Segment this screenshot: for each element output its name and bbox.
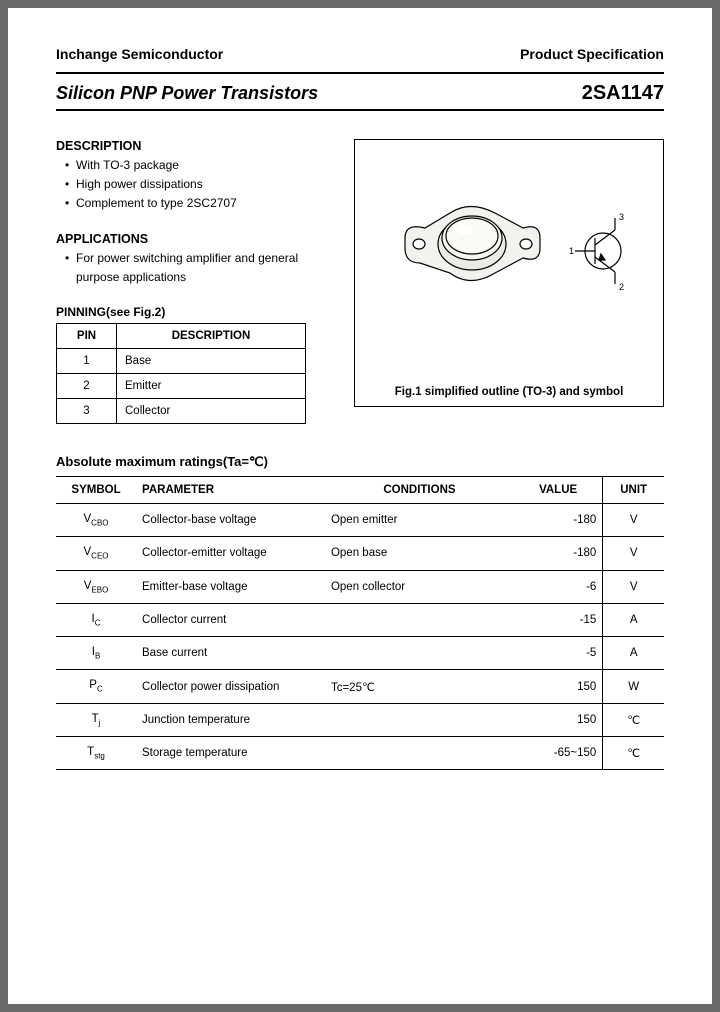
list-item: High power dissipations <box>68 175 334 194</box>
table-row: 2 Emitter <box>57 373 306 398</box>
cell-parameter: Collector-base voltage <box>136 503 325 536</box>
cell-conditions <box>325 703 514 736</box>
cell-unit: V <box>603 537 664 570</box>
cell-value: -6 <box>514 570 603 603</box>
pinning-table: PIN DESCRIPTION 1 Base 2 Emitter 3 Colle… <box>56 323 306 424</box>
figure-drawing: 1 3 2 <box>365 158 653 386</box>
cell-unit: A <box>603 637 664 670</box>
cell-parameter: Emitter-base voltage <box>136 570 325 603</box>
cell-value: 150 <box>514 670 603 703</box>
abs-max-heading: Absolute maximum ratings(Ta=℃) <box>56 454 664 470</box>
product-family: Silicon PNP Power Transistors <box>56 83 318 104</box>
pin-desc: Emitter <box>117 373 306 398</box>
table-row: TstgStorage temperature -65~150℃ <box>56 737 664 770</box>
col-pin: PIN <box>57 323 117 348</box>
pin-label-collector: 3 <box>619 212 624 222</box>
cell-parameter: Storage temperature <box>136 737 325 770</box>
cell-symbol: Tstg <box>56 737 136 770</box>
cell-symbol: Tj <box>56 703 136 736</box>
col-value: VALUE <box>514 476 603 503</box>
col-symbol: SYMBOL <box>56 476 136 503</box>
col-desc: DESCRIPTION <box>117 323 306 348</box>
abs-max-table: SYMBOL PARAMETER CONDITIONS VALUE UNIT V… <box>56 476 664 770</box>
list-item: With TO-3 package <box>68 156 334 175</box>
cell-symbol: IC <box>56 603 136 636</box>
pin-num: 2 <box>57 373 117 398</box>
cell-conditions <box>325 603 514 636</box>
table-row: VCEOCollector-emitter voltageOpen base-1… <box>56 537 664 570</box>
table-row: ICCollector current -15A <box>56 603 664 636</box>
cell-value: -180 <box>514 537 603 570</box>
pin-desc: Base <box>117 348 306 373</box>
left-column: DESCRIPTION With TO-3 package High power… <box>56 139 334 424</box>
cell-conditions <box>325 637 514 670</box>
description-heading: DESCRIPTION <box>56 139 334 153</box>
cell-unit: W <box>603 670 664 703</box>
cell-value: 150 <box>514 703 603 736</box>
table-row: VCBOCollector-base voltageOpen emitter-1… <box>56 503 664 536</box>
col-parameter: PARAMETER <box>136 476 325 503</box>
cell-symbol: VCBO <box>56 503 136 536</box>
table-row: PCCollector power dissipationTc=25℃150W <box>56 670 664 703</box>
list-item: For power switching amplifier and genera… <box>68 249 334 287</box>
part-number: 2SA1147 <box>582 82 664 105</box>
cell-conditions: Open collector <box>325 570 514 603</box>
cell-symbol: VEBO <box>56 570 136 603</box>
pin-num: 3 <box>57 398 117 423</box>
cell-parameter: Collector current <box>136 603 325 636</box>
cell-parameter: Collector-emitter voltage <box>136 537 325 570</box>
applications-list: For power switching amplifier and genera… <box>56 249 334 287</box>
cell-symbol: IB <box>56 637 136 670</box>
cell-parameter: Collector power dissipation <box>136 670 325 703</box>
top-columns: DESCRIPTION With TO-3 package High power… <box>56 139 664 424</box>
cell-value: -5 <box>514 637 603 670</box>
description-list: With TO-3 package High power dissipation… <box>56 156 334 214</box>
cell-conditions: Tc=25℃ <box>325 670 514 703</box>
cell-value: -15 <box>514 603 603 636</box>
pinning-heading: PINNING(see Fig.2) <box>56 305 334 319</box>
cell-unit: A <box>603 603 664 636</box>
table-row: 1 Base <box>57 348 306 373</box>
cell-unit: ℃ <box>603 737 664 770</box>
col-unit: UNIT <box>603 476 664 503</box>
pin-label-base: 1 <box>569 246 574 256</box>
package-outline-svg: 1 3 2 <box>365 158 655 368</box>
cell-conditions: Open emitter <box>325 503 514 536</box>
pin-label-emitter: 2 <box>619 282 624 292</box>
cell-value: -180 <box>514 503 603 536</box>
cell-unit: ℃ <box>603 703 664 736</box>
title-row: Silicon PNP Power Transistors 2SA1147 <box>56 76 664 109</box>
cell-symbol: PC <box>56 670 136 703</box>
table-row: TjJunction temperature 150℃ <box>56 703 664 736</box>
cell-parameter: Base current <box>136 637 325 670</box>
col-conditions: CONDITIONS <box>325 476 514 503</box>
cell-symbol: VCEO <box>56 537 136 570</box>
cell-parameter: Junction temperature <box>136 703 325 736</box>
company-name: Inchange Semiconductor <box>56 46 223 62</box>
table-row: 3 Collector <box>57 398 306 423</box>
table-row: VEBOEmitter-base voltageOpen collector-6… <box>56 570 664 603</box>
figure-box: 1 3 2 Fig.1 simplified outline (TO-3) an… <box>354 139 664 407</box>
list-item: Complement to type 2SC2707 <box>68 194 334 213</box>
rule <box>56 72 664 74</box>
rule <box>56 109 664 111</box>
cell-conditions <box>325 737 514 770</box>
page-header: Inchange Semiconductor Product Specifica… <box>56 46 664 62</box>
pin-num: 1 <box>57 348 117 373</box>
pin-desc: Collector <box>117 398 306 423</box>
table-header-row: SYMBOL PARAMETER CONDITIONS VALUE UNIT <box>56 476 664 503</box>
applications-heading: APPLICATIONS <box>56 232 334 246</box>
table-header-row: PIN DESCRIPTION <box>57 323 306 348</box>
figure-caption: Fig.1 simplified outline (TO-3) and symb… <box>365 386 653 398</box>
cell-value: -65~150 <box>514 737 603 770</box>
table-row: IBBase current -5A <box>56 637 664 670</box>
cell-unit: V <box>603 570 664 603</box>
datasheet-page: Inchange Semiconductor Product Specifica… <box>8 8 712 1004</box>
doc-type: Product Specification <box>520 46 664 62</box>
cell-conditions: Open base <box>325 537 514 570</box>
cell-unit: V <box>603 503 664 536</box>
